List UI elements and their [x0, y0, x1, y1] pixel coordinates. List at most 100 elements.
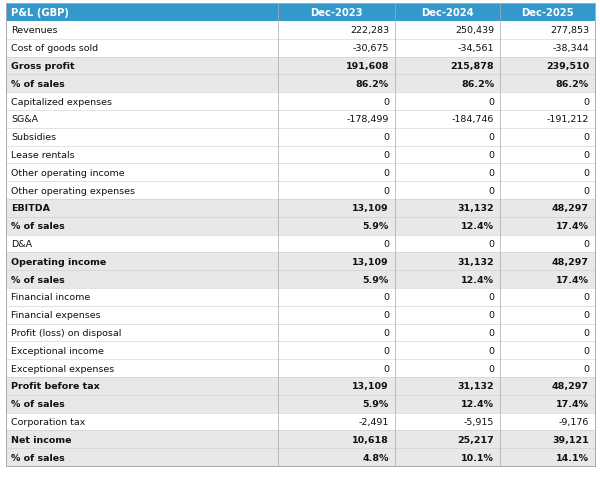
Text: 0: 0 — [583, 168, 589, 178]
Text: 31,132: 31,132 — [457, 257, 494, 266]
Bar — [6, 271, 595, 288]
Text: Profit before tax: Profit before tax — [11, 382, 100, 390]
Text: 86.2%: 86.2% — [356, 80, 389, 89]
Bar — [6, 253, 595, 271]
Text: Cost of goods sold: Cost of goods sold — [11, 44, 98, 53]
Text: -5,915: -5,915 — [464, 417, 494, 426]
Text: Corporation tax: Corporation tax — [11, 417, 85, 426]
Text: -38,344: -38,344 — [553, 44, 589, 53]
Text: -184,746: -184,746 — [452, 115, 494, 124]
Bar — [6, 395, 595, 413]
Text: 0: 0 — [583, 240, 589, 248]
Text: 0: 0 — [488, 364, 494, 373]
Text: -9,176: -9,176 — [559, 417, 589, 426]
Text: Revenues: Revenues — [11, 26, 58, 35]
Text: -178,499: -178,499 — [347, 115, 389, 124]
Bar — [6, 182, 595, 200]
Text: 13,109: 13,109 — [352, 382, 389, 390]
Text: 10.1%: 10.1% — [461, 453, 494, 462]
Text: 0: 0 — [383, 328, 389, 337]
Text: Financial income: Financial income — [11, 293, 90, 302]
Text: 0: 0 — [583, 310, 589, 320]
Text: 0: 0 — [383, 98, 389, 106]
Text: -2,491: -2,491 — [359, 417, 389, 426]
Text: 0: 0 — [488, 168, 494, 178]
Text: 0: 0 — [383, 133, 389, 142]
Bar — [6, 324, 595, 342]
Text: 0: 0 — [583, 364, 589, 373]
Text: % of sales: % of sales — [11, 222, 65, 231]
Bar — [6, 128, 595, 146]
Text: 12.4%: 12.4% — [461, 399, 494, 408]
Bar — [6, 306, 595, 324]
Text: 0: 0 — [383, 151, 389, 160]
Text: 222,283: 222,283 — [350, 26, 389, 35]
Text: 0: 0 — [383, 168, 389, 178]
Text: Profit (loss) on disposal: Profit (loss) on disposal — [11, 328, 121, 337]
Text: 0: 0 — [583, 186, 589, 195]
Bar — [6, 4, 595, 22]
Text: 0: 0 — [383, 310, 389, 320]
Text: 12.4%: 12.4% — [461, 275, 494, 284]
Text: Dec-2023: Dec-2023 — [310, 8, 363, 18]
Text: 13,109: 13,109 — [352, 204, 389, 213]
Text: 5.9%: 5.9% — [363, 222, 389, 231]
Text: 5.9%: 5.9% — [363, 399, 389, 408]
Text: 17.4%: 17.4% — [556, 399, 589, 408]
Text: Exceptional income: Exceptional income — [11, 346, 104, 355]
Text: 0: 0 — [488, 133, 494, 142]
Text: % of sales: % of sales — [11, 275, 65, 284]
Text: 31,132: 31,132 — [457, 382, 494, 390]
Text: 0: 0 — [488, 293, 494, 302]
Text: 0: 0 — [583, 151, 589, 160]
Bar — [6, 93, 595, 111]
Bar — [6, 342, 595, 360]
Text: 239,510: 239,510 — [546, 62, 589, 71]
Bar — [6, 217, 595, 235]
Text: 0: 0 — [583, 133, 589, 142]
Text: 48,297: 48,297 — [552, 382, 589, 390]
Text: 86.2%: 86.2% — [556, 80, 589, 89]
Text: -30,675: -30,675 — [353, 44, 389, 53]
Text: Net income: Net income — [11, 435, 71, 444]
Text: 31,132: 31,132 — [457, 204, 494, 213]
Bar — [6, 288, 595, 306]
Text: 0: 0 — [583, 98, 589, 106]
Text: % of sales: % of sales — [11, 453, 65, 462]
Text: Capitalized expenses: Capitalized expenses — [11, 98, 112, 106]
Text: Subsidies: Subsidies — [11, 133, 56, 142]
Text: D&A: D&A — [11, 240, 32, 248]
Text: 277,853: 277,853 — [550, 26, 589, 35]
Bar — [6, 200, 595, 217]
Text: 0: 0 — [383, 293, 389, 302]
Bar — [6, 111, 595, 128]
Bar — [6, 360, 595, 377]
Text: 215,878: 215,878 — [451, 62, 494, 71]
Text: -34,561: -34,561 — [458, 44, 494, 53]
Text: 39,121: 39,121 — [552, 435, 589, 444]
Text: 0: 0 — [488, 151, 494, 160]
Text: Lease rentals: Lease rentals — [11, 151, 74, 160]
Text: 0: 0 — [488, 310, 494, 320]
Bar — [6, 430, 595, 448]
Text: % of sales: % of sales — [11, 399, 65, 408]
Text: 86.2%: 86.2% — [461, 80, 494, 89]
Text: 0: 0 — [383, 186, 389, 195]
Text: Gross profit: Gross profit — [11, 62, 74, 71]
Text: % of sales: % of sales — [11, 80, 65, 89]
Text: Other operating income: Other operating income — [11, 168, 125, 178]
Text: 0: 0 — [583, 328, 589, 337]
Text: 48,297: 48,297 — [552, 257, 589, 266]
Text: 13,109: 13,109 — [352, 257, 389, 266]
Text: 0: 0 — [383, 346, 389, 355]
Bar — [6, 164, 595, 182]
Bar — [6, 40, 595, 58]
Text: P&L (GBP): P&L (GBP) — [11, 8, 69, 18]
Text: Other operating expenses: Other operating expenses — [11, 186, 135, 195]
Bar — [6, 377, 595, 395]
Text: Exceptional expenses: Exceptional expenses — [11, 364, 114, 373]
Text: EBITDA: EBITDA — [11, 204, 50, 213]
Text: 250,439: 250,439 — [455, 26, 494, 35]
Text: 0: 0 — [488, 240, 494, 248]
Text: 0: 0 — [583, 346, 589, 355]
